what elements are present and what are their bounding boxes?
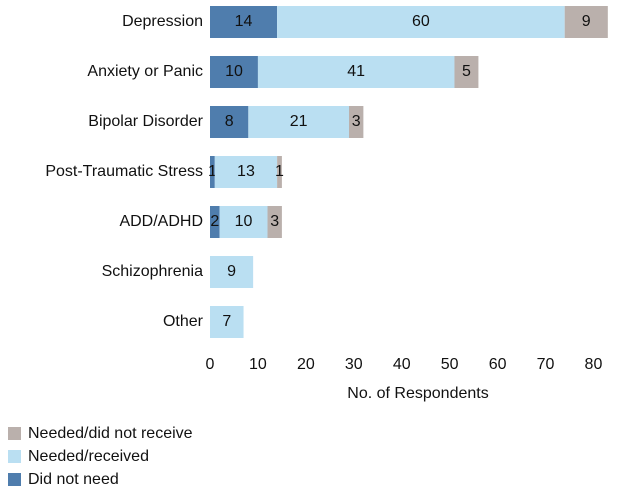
x-tick-label: 30 <box>345 356 363 373</box>
legend-label: Needed/received <box>28 448 149 465</box>
x-axis-label: No. of Respondents <box>347 385 488 402</box>
x-tick-label: 10 <box>249 356 267 373</box>
data-label: 1 <box>208 163 217 180</box>
bar-segment <box>210 306 244 338</box>
bar-segment <box>248 106 349 138</box>
data-label: 3 <box>352 113 361 130</box>
data-label: 2 <box>210 213 219 230</box>
data-label: 9 <box>227 263 236 280</box>
y-tick-label: Anxiety or Panic <box>87 63 203 80</box>
bar-segment <box>564 6 608 38</box>
y-tick-label: Post-Traumatic Stress <box>45 163 203 180</box>
data-label: 5 <box>462 63 471 80</box>
data-label: 9 <box>582 13 591 30</box>
bar-segment <box>277 156 282 188</box>
bar-segment <box>214 156 278 188</box>
y-tick-label: Bipolar Disorder <box>88 113 203 130</box>
bar-segment <box>257 56 455 88</box>
bar-segment <box>210 6 278 38</box>
data-label: 1 <box>275 163 284 180</box>
bar-segment <box>349 106 364 138</box>
data-label: 60 <box>412 13 430 30</box>
legend-label: Did not need <box>28 471 119 488</box>
x-tick-label: 20 <box>297 356 315 373</box>
data-label: 3 <box>270 213 279 230</box>
data-label: 41 <box>347 63 365 80</box>
x-tick-label: 50 <box>441 356 459 373</box>
data-label: 10 <box>235 213 253 230</box>
bar-segment <box>267 206 282 238</box>
x-tick-label: 0 <box>206 356 215 373</box>
legend-swatch <box>8 473 21 486</box>
legend-label: Needed/did not receive <box>28 425 193 442</box>
bar-segment <box>454 56 479 88</box>
legend-swatch <box>8 450 21 463</box>
data-label: 7 <box>222 313 231 330</box>
data-label: 13 <box>237 163 255 180</box>
data-label: 21 <box>290 113 308 130</box>
legend-swatch <box>8 427 21 440</box>
bar-segment <box>210 256 254 288</box>
y-tick-label: ADD/ADHD <box>119 213 203 230</box>
bar-segment <box>210 156 215 188</box>
bar-segment <box>210 106 249 138</box>
bar-segment <box>210 56 258 88</box>
data-label: 10 <box>225 63 243 80</box>
x-tick-label: 40 <box>393 356 411 373</box>
bar-segment <box>219 206 268 238</box>
y-tick-label: Depression <box>122 13 203 30</box>
x-tick-label: 70 <box>537 356 555 373</box>
data-label: 14 <box>235 13 253 30</box>
data-label: 8 <box>225 113 234 130</box>
bar-segment <box>277 6 565 38</box>
y-tick-label: Other <box>163 313 204 330</box>
x-tick-label: 80 <box>585 356 603 373</box>
y-tick-label: Schizophrenia <box>102 263 204 280</box>
x-tick-label: 60 <box>489 356 507 373</box>
bar-segment <box>210 206 220 238</box>
